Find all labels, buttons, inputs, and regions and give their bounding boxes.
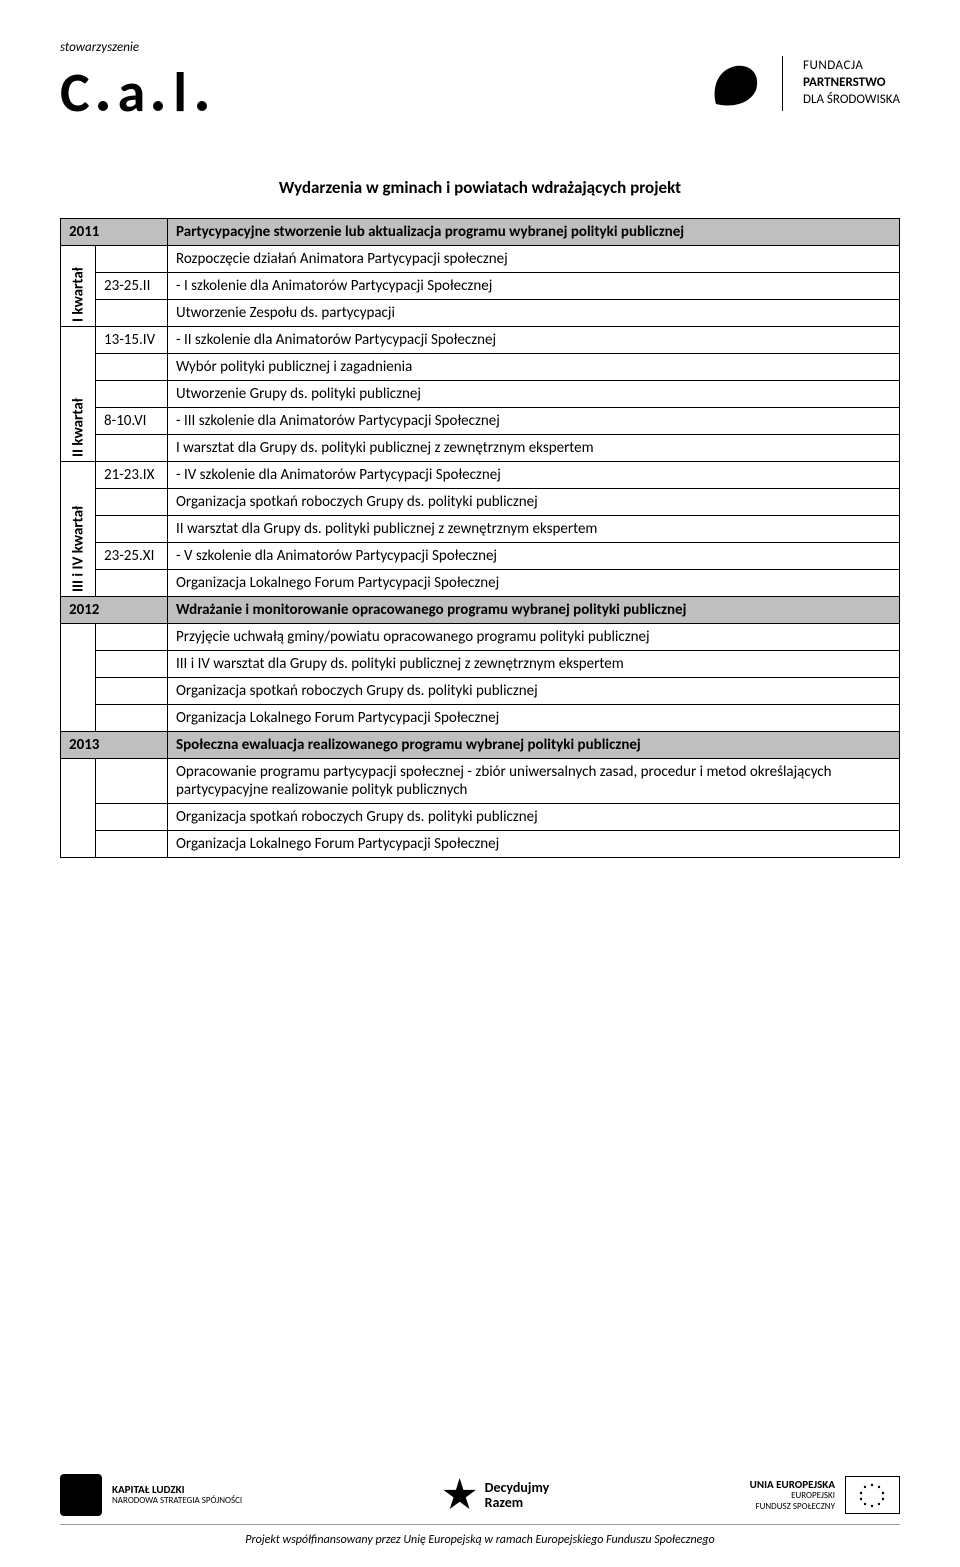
quarter-34-label: III i IV kwartał: [61, 462, 96, 597]
fundacja-l3: DLA ŚRODOWISKA: [803, 92, 900, 109]
year-row-2012: 2012 Wdrażanie i monitorowanie opracowan…: [61, 597, 900, 624]
leaf-icon: [706, 60, 762, 108]
desc-cell: Opracowanie programu partycypacji społec…: [168, 759, 900, 804]
date-cell: [96, 831, 168, 858]
table-row: III i IV warsztat dla Grupy ds. polityki…: [61, 651, 900, 678]
table-row: II warsztat dla Grupy ds. polityki publi…: [61, 516, 900, 543]
date-cell: [96, 651, 168, 678]
date-cell: [96, 678, 168, 705]
desc-cell: - IV szkolenie dla Animatorów Partycypac…: [168, 462, 900, 489]
table-row: Organizacja Lokalnego Forum Partycypacji…: [61, 705, 900, 732]
desc-cell: Organizacja spotkań roboczych Grupy ds. …: [168, 804, 900, 831]
dr-line2: Razem: [485, 1495, 550, 1510]
desc-cell: III i IV warsztat dla Grupy ds. polityki…: [168, 651, 900, 678]
desc-cell: Organizacja Lokalnego Forum Partycypacji…: [168, 570, 900, 597]
eu-line2: EUROPEJSKI: [750, 1491, 835, 1502]
date-cell: 21-23.IX: [96, 462, 168, 489]
date-cell: [96, 246, 168, 273]
desc-cell: - III szkolenie dla Animatorów Partycypa…: [168, 408, 900, 435]
table-row: III i IV kwartał 21-23.IX - IV szkolenie…: [61, 462, 900, 489]
date-cell: [96, 300, 168, 327]
year-2011: 2011: [61, 219, 168, 246]
quarter-1-label: I kwartał: [61, 246, 96, 327]
date-cell: [96, 435, 168, 462]
desc-cell: Utworzenie Zespołu ds. partycypacji: [168, 300, 900, 327]
table-row: Organizacja Lokalnego Forum Partycypacji…: [61, 831, 900, 858]
fundacja-l2: PARTNERSTWO: [803, 75, 900, 92]
date-cell: [96, 516, 168, 543]
date-cell: [96, 381, 168, 408]
logo-decydujmy: Decydujmy Razem: [443, 1478, 550, 1512]
dr-line1: Decydujmy: [485, 1480, 550, 1495]
desc-cell: Organizacja Lokalnego Forum Partycypacji…: [168, 831, 900, 858]
date-cell: [96, 705, 168, 732]
fundacja-l1: FUNDACJA: [803, 58, 900, 75]
desc-cell: - II szkolenie dla Animatorów Partycypac…: [168, 327, 900, 354]
desc-cell: Rozpoczęcie działań Animatora Partycypac…: [168, 246, 900, 273]
year-2013: 2013: [61, 732, 168, 759]
date-cell: 23-25.II: [96, 273, 168, 300]
desc-cell: Wybór polityki publicznej i zagadnienia: [168, 354, 900, 381]
table-row: Organizacja spotkań roboczych Grupy ds. …: [61, 489, 900, 516]
logo-cal-top: stowarzyszenie: [60, 40, 211, 55]
table-row: Utworzenie Zespołu ds. partycypacji: [61, 300, 900, 327]
table-row: 23-25.II - I szkolenie dla Animatorów Pa…: [61, 273, 900, 300]
date-cell: 23-25.XI: [96, 543, 168, 570]
year-row-2011: 2011 Partycypacyjne stworzenie lub aktua…: [61, 219, 900, 246]
table-row: Organizacja Lokalnego Forum Partycypacji…: [61, 570, 900, 597]
date-cell: [96, 354, 168, 381]
footer-note: Projekt współfinansowany przez Unię Euro…: [60, 1533, 900, 1547]
kl-line2: NARODOWA STRATEGIA SPÓJNOŚCI: [112, 1496, 242, 1507]
year-2013-desc: Społeczna ewaluacja realizowanego progra…: [168, 732, 900, 759]
logo-fundacja: FUNDACJA PARTNERSTWO DLA ŚRODOWISKA: [706, 56, 900, 111]
date-cell: [96, 570, 168, 597]
table-row: Wybór polityki publicznej i zagadnienia: [61, 354, 900, 381]
date-cell: 8-10.VI: [96, 408, 168, 435]
kl-icon: [60, 1474, 102, 1516]
eu-line3: FUNDUSZ SPOŁECZNY: [750, 1502, 835, 1513]
logo-eu: UNIA EUROPEJSKA EUROPEJSKI FUNDUSZ SPOŁE…: [750, 1476, 900, 1514]
table-row: 8-10.VI - III szkolenie dla Animatorów P…: [61, 408, 900, 435]
table-row: Utworzenie Grupy ds. polityki publicznej: [61, 381, 900, 408]
logo-cal: stowarzyszenie Cal: [60, 40, 211, 127]
spacer: [61, 759, 96, 858]
table-row: Przyjęcie uchwałą gminy/powiatu opracowa…: [61, 624, 900, 651]
desc-cell: Organizacja Lokalnego Forum Partycypacji…: [168, 705, 900, 732]
desc-cell: Utworzenie Grupy ds. polityki publicznej: [168, 381, 900, 408]
quarter-2-label: II kwartał: [61, 327, 96, 462]
desc-cell: Organizacja spotkań roboczych Grupy ds. …: [168, 489, 900, 516]
star-icon: [443, 1478, 477, 1512]
date-cell: [96, 489, 168, 516]
table-row: Opracowanie programu partycypacji społec…: [61, 759, 900, 804]
eu-flag-icon: [845, 1476, 900, 1514]
header-logos: stowarzyszenie Cal FUNDACJA PARTNERSTWO …: [60, 40, 900, 127]
date-cell: 13-15.IV: [96, 327, 168, 354]
year-2011-desc: Partycypacyjne stworzenie lub aktualizac…: [168, 219, 900, 246]
date-cell: [96, 804, 168, 831]
desc-cell: Organizacja spotkań roboczych Grupy ds. …: [168, 678, 900, 705]
table-row: I kwartał Rozpoczęcie działań Animatora …: [61, 246, 900, 273]
table-row: Organizacja spotkań roboczych Grupy ds. …: [61, 678, 900, 705]
schedule-table: 2011 Partycypacyjne stworzenie lub aktua…: [60, 218, 900, 858]
year-2012-desc: Wdrażanie i monitorowanie opracowanego p…: [168, 597, 900, 624]
table-row: Organizacja spotkań roboczych Grupy ds. …: [61, 804, 900, 831]
eu-line1: UNIA EUROPEJSKA: [750, 1478, 835, 1491]
footer: KAPITAŁ LUDZKI NARODOWA STRATEGIA SPÓJNO…: [60, 1474, 900, 1547]
year-row-2013: 2013 Społeczna ewaluacja realizowanego p…: [61, 732, 900, 759]
date-cell: [96, 624, 168, 651]
date-cell: [96, 759, 168, 804]
desc-cell: - I szkolenie dla Animatorów Partycypacj…: [168, 273, 900, 300]
page-title: Wydarzenia w gminach i powiatach wdrażaj…: [60, 177, 900, 198]
table-row: 23-25.XI - V szkolenie dla Animatorów Pa…: [61, 543, 900, 570]
desc-cell: II warsztat dla Grupy ds. polityki publi…: [168, 516, 900, 543]
table-row: I warsztat dla Grupy ds. polityki public…: [61, 435, 900, 462]
desc-cell: Przyjęcie uchwałą gminy/powiatu opracowa…: [168, 624, 900, 651]
logo-kapital-ludzki: KAPITAŁ LUDZKI NARODOWA STRATEGIA SPÓJNO…: [60, 1474, 242, 1516]
spacer: [61, 624, 96, 732]
desc-cell: - V szkolenie dla Animatorów Partycypacj…: [168, 543, 900, 570]
table-row: II kwartał 13-15.IV - II szkolenie dla A…: [61, 327, 900, 354]
year-2012: 2012: [61, 597, 168, 624]
desc-cell: I warsztat dla Grupy ds. polityki public…: [168, 435, 900, 462]
